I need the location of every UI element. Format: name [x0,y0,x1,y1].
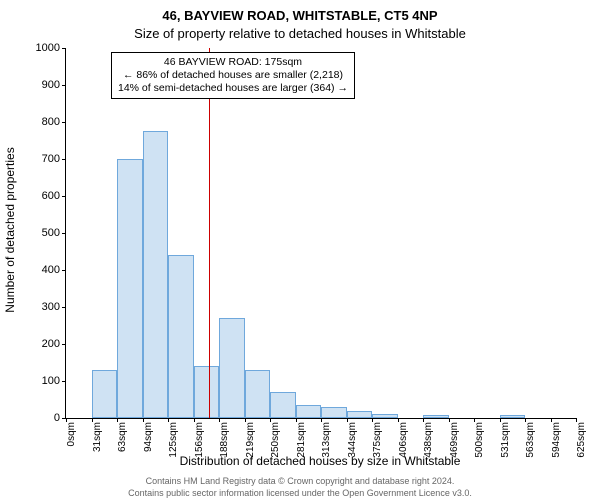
histogram-bar [270,392,296,418]
xtick-label: 0sqm [66,418,77,446]
xtick-label: 594sqm [551,418,562,458]
xtick-label: 156sqm [194,418,205,458]
histogram-bar [347,411,373,418]
histogram-bar [219,318,245,418]
histogram-bar [321,407,347,418]
xtick-label: 94sqm [143,418,154,452]
histogram-bar [194,366,220,418]
xtick-label: 563sqm [525,418,536,458]
histogram-bar [423,415,449,418]
histogram-bar [372,414,398,418]
ytick-label: 800 [42,116,66,128]
xtick-label: 250sqm [270,418,281,458]
histogram-bar [168,255,194,418]
chart-plot-area: 010020030040050060070080090010000sqm31sq… [65,48,576,419]
xtick-label: 313sqm [321,418,332,458]
xtick-label: 375sqm [372,418,383,458]
histogram-bar [296,405,322,418]
histogram-bar [92,370,118,418]
xtick-label: 625sqm [576,418,587,458]
xtick-label: 406sqm [398,418,409,458]
xtick-label: 31sqm [92,418,103,452]
xtick-label: 188sqm [219,418,230,458]
xtick-label: 500sqm [474,418,485,458]
xtick-label: 281sqm [296,418,307,458]
xtick-label: 438sqm [423,418,434,458]
ytick-label: 0 [54,412,66,424]
histogram-bar [500,415,526,418]
x-axis-label: Distribution of detached houses by size … [65,454,575,468]
xtick-label: 344sqm [347,418,358,458]
annotation-box: 46 BAYVIEW ROAD: 175sqm ← 86% of detache… [111,52,355,99]
xtick-label: 125sqm [168,418,179,458]
histogram-bar [117,159,143,418]
histogram-bar [143,131,169,418]
chart-title-line2: Size of property relative to detached ho… [0,26,600,41]
y-axis-label: Number of detached properties [3,147,17,312]
ytick-label: 200 [42,338,66,350]
annotation-line2: ← 86% of detached houses are smaller (2,… [118,69,348,82]
chart-title-line1: 46, BAYVIEW ROAD, WHITSTABLE, CT5 4NP [0,8,600,23]
xtick-label: 63sqm [117,418,128,452]
xtick-label: 531sqm [500,418,511,458]
ytick-label: 100 [42,375,66,387]
xtick-label: 469sqm [449,418,460,458]
ytick-label: 900 [42,79,66,91]
ytick-label: 500 [42,227,66,239]
reference-line [209,48,210,418]
ytick-label: 400 [42,264,66,276]
ytick-label: 1000 [36,42,66,54]
ytick-label: 300 [42,301,66,313]
footer-line2: Contains public sector information licen… [0,488,600,498]
footer-line1: Contains HM Land Registry data © Crown c… [0,476,600,486]
histogram-bar [245,370,271,418]
ytick-label: 700 [42,153,66,165]
annotation-line3: 14% of semi-detached houses are larger (… [118,82,348,95]
xtick-label: 219sqm [245,418,256,458]
annotation-line1: 46 BAYVIEW ROAD: 175sqm [118,56,348,69]
ytick-label: 600 [42,190,66,202]
